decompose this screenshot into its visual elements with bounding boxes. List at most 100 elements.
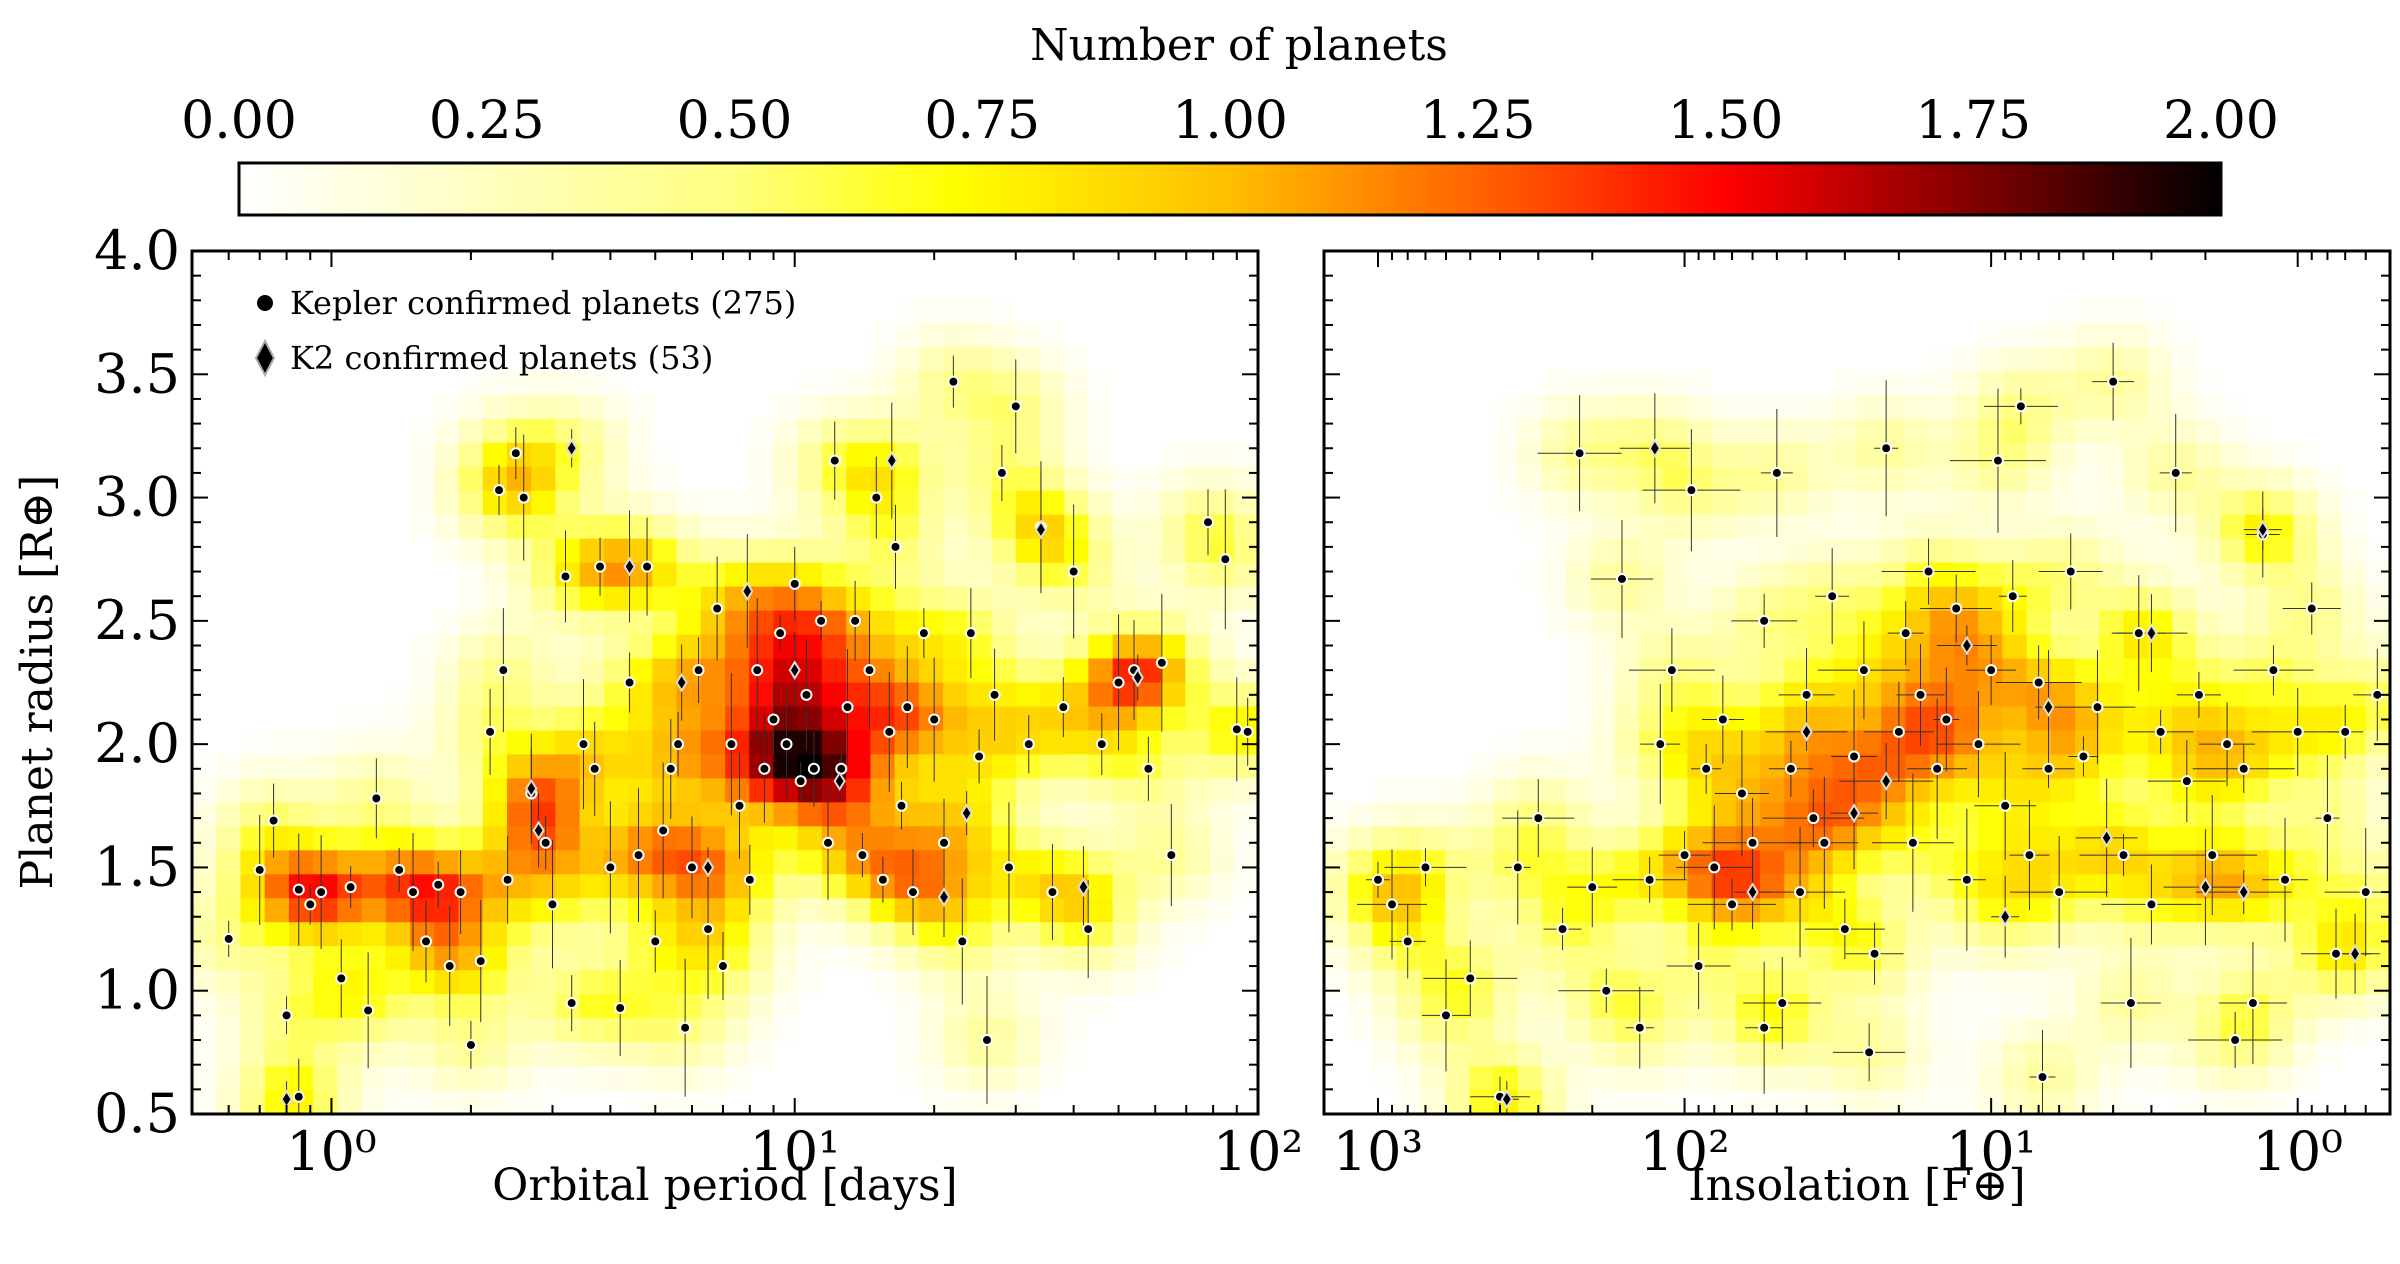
heatmap-cell: [506, 682, 532, 708]
heatmap-cell: [603, 538, 629, 564]
heatmap-cell: [482, 442, 508, 468]
heatmap-cell: [264, 730, 290, 756]
heatmap-cell: [1372, 1066, 1398, 1091]
kepler-planet-point: [1922, 565, 1935, 578]
heatmap-cell: [2196, 1066, 2222, 1091]
heatmap-cell: [1039, 970, 1065, 995]
heatmap-cell: [1209, 778, 1235, 803]
heatmap-cell: [797, 370, 823, 396]
heatmap-cell: [1978, 1066, 2003, 1091]
heatmap-cell: [1735, 514, 1761, 540]
heatmap-cell: [1396, 1066, 1422, 1091]
heatmap-cell: [1614, 826, 1640, 851]
heatmap-cell: [2026, 370, 2052, 396]
heatmap-cell: [1978, 826, 2003, 851]
k2-planet-point: [1847, 803, 1861, 824]
heatmap-cell: [1929, 418, 1955, 444]
heatmap-cell: [264, 850, 290, 875]
heatmap-cell: [1517, 754, 1543, 779]
heatmap-cell: [652, 586, 678, 612]
heatmap-cell: [1905, 442, 1931, 468]
heatmap-cell: [894, 370, 920, 396]
heatmap-cell: [434, 466, 460, 492]
x-tick-label: 10¹: [750, 1120, 840, 1183]
heatmap-cell: [1493, 826, 1519, 851]
heatmap-cell: [1396, 1042, 1422, 1067]
heatmap-cell: [361, 946, 387, 971]
heatmap-cell: [991, 442, 1017, 468]
kepler-planet-point: [280, 1009, 293, 1022]
heatmap-cell: [240, 1090, 266, 1114]
kepler-planet-point: [1999, 799, 2012, 812]
kepler-planet-point: [1573, 447, 1586, 460]
kepler-planet-point: [917, 627, 930, 640]
heatmap-cell: [2075, 562, 2100, 588]
heatmap-cell: [870, 586, 896, 612]
heatmap-cell: [676, 922, 702, 947]
heatmap-cell: [1064, 370, 1090, 396]
heatmap-cell: [1064, 346, 1090, 372]
heatmap-cell: [531, 730, 557, 756]
heatmap-cell: [1832, 418, 1858, 444]
heatmap-cell: [628, 706, 653, 732]
heatmap-cell: [991, 754, 1017, 779]
heatmap-cell: [240, 1018, 266, 1043]
heatmap-cell: [967, 706, 993, 732]
heatmap-cell: [725, 994, 750, 1019]
heatmap-cell: [1663, 1090, 1689, 1114]
heatmap-cell: [1064, 802, 1090, 827]
kepler-planet-point: [2371, 688, 2384, 701]
heatmap-cell: [943, 1090, 968, 1114]
heatmap-cell: [337, 1090, 363, 1114]
heatmap-cell: [2365, 562, 2390, 588]
heatmap-cell: [1711, 778, 1737, 803]
heatmap-cell: [991, 346, 1017, 372]
heatmap-cell: [192, 898, 217, 923]
kepler-planet-point: [664, 762, 677, 775]
heatmap-cell: [2026, 1018, 2052, 1043]
heatmap-cell: [967, 370, 993, 396]
heatmap-cell: [1590, 634, 1616, 660]
heatmap-cell: [1015, 1042, 1041, 1067]
k2-planet-point: [885, 450, 898, 471]
heatmap-cell: [2147, 754, 2173, 779]
heatmap-cell: [1760, 394, 1785, 420]
heatmap-cell: [410, 826, 435, 851]
heatmap-cell: [2244, 1018, 2270, 1043]
heatmap-cell: [1015, 970, 1041, 995]
heatmap-cell: [1112, 922, 1138, 947]
heatmap-cell: [458, 730, 484, 756]
heatmap-cell: [2220, 586, 2246, 612]
kepler-planet-point: [794, 775, 807, 788]
heatmap-cell: [1808, 394, 1834, 420]
heatmap-cell: [1542, 562, 1567, 588]
heatmap-cell: [1808, 1066, 1834, 1091]
heatmap-cell: [1209, 466, 1235, 492]
heatmap-cell: [1953, 898, 1979, 923]
kepler-planet-point: [565, 997, 578, 1010]
kepler-planet-point: [815, 614, 828, 627]
heatmap-cell: [2099, 634, 2125, 660]
heatmap-cell: [1663, 1066, 1689, 1091]
heatmap-cell: [1687, 658, 1713, 684]
heatmap-cell: [531, 802, 557, 827]
heatmap-cell: [1185, 658, 1211, 684]
heatmap-cell: [773, 778, 799, 803]
heatmap-cell: [1542, 778, 1567, 803]
heatmap-cell: [821, 658, 847, 684]
kepler-planet-point: [632, 849, 645, 862]
heatmap-cell: [1209, 658, 1235, 684]
heatmap-cell: [2147, 394, 2173, 420]
heatmap-cell: [2050, 514, 2076, 540]
heatmap-cell: [1735, 586, 1761, 612]
heatmap-cell: [458, 778, 484, 803]
heatmap-cell: [434, 922, 460, 947]
heatmap-cell: [1064, 490, 1090, 516]
heatmap-cell: [2268, 970, 2294, 995]
heatmap-cell: [1663, 970, 1689, 995]
heatmap-cell: [1905, 586, 1931, 612]
heatmap-cell: [2196, 706, 2222, 732]
heatmap-cell: [1324, 874, 1349, 899]
heatmap-cell: [773, 850, 799, 875]
heatmap-cell: [2268, 1042, 2294, 1067]
